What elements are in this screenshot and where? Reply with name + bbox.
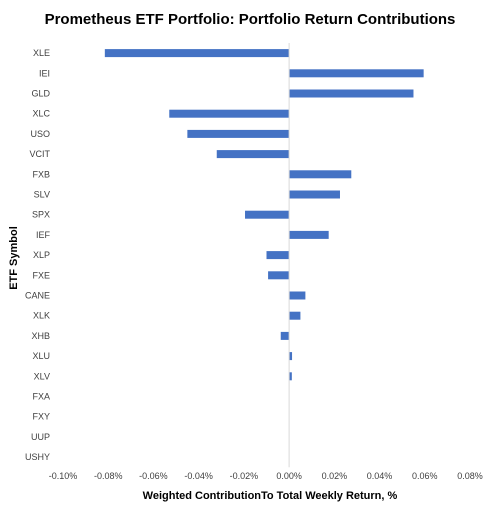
bar-uso [187,129,290,138]
y-tick-label: FXB [32,169,50,179]
chart-title: Prometheus ETF Portfolio: Portfolio Retu… [45,11,456,28]
x-tick-label: 0.08% [457,471,483,481]
x-tick-label: -0.08% [94,471,123,481]
y-tick-label: CANE [25,291,50,301]
x-tick-label: 0.00% [276,471,302,481]
y-tick-label: XLP [33,250,50,260]
y-tick-label: USO [30,129,50,139]
bar-cane [289,291,306,300]
y-tick-label: IEF [36,230,51,240]
y-tick-label: UUP [31,432,50,442]
x-tick-label: -0.02% [230,471,259,481]
y-tick-label: XLU [32,351,50,361]
y-tick-label: FXE [32,270,50,280]
bar-fxb [289,170,352,179]
bar-xlk [289,311,301,320]
x-tick-label: -0.04% [184,471,213,481]
bar-fxe [268,271,290,280]
bar-ief [289,230,329,239]
y-tick-label: FXY [32,412,50,422]
bar-xlv [289,372,292,381]
x-tick-label: 0.02% [322,471,348,481]
y-axis-ticks: XLE IEI GLD XLC USO VCIT FXB SLV SPX IEF XLP FXE CAN… [25,48,51,462]
y-tick-label: GLD [31,89,50,99]
y-tick-label: IEI [39,68,50,78]
y-tick-label: SLV [34,190,50,200]
x-tick-label: -0.10% [49,471,78,481]
y-tick-label: XLV [34,371,50,381]
y-tick-label: XHB [31,331,50,341]
bar-xlu [289,352,293,361]
bar-iei [289,69,424,78]
bar-xle [104,49,290,58]
y-tick-label: XLC [32,109,50,119]
bar-vcit [216,150,290,159]
y-tick-label: FXA [32,392,50,402]
x-axis-ticks: -0.10% -0.08% -0.06% -0.04% -0.02% 0.00% 0.02%… [49,471,483,481]
bar-xlp [266,251,290,260]
bar-spx [245,210,290,219]
bar-slv [289,190,340,199]
y-tick-label: USHY [25,452,50,462]
y-tick-label: XLE [33,48,50,58]
y-tick-label: SPX [32,210,50,220]
x-tick-label: 0.06% [412,471,438,481]
bar-gld [289,89,414,98]
bar-xhb [280,331,290,340]
y-tick-label: XLK [33,311,50,321]
x-axis-label: Weighted ContributionTo Total Weekly Ret… [143,490,398,502]
y-axis-label: ETF Symbol [8,226,20,290]
y-tick-label: VCIT [29,149,50,159]
x-tick-label: 0.04% [367,471,393,481]
bar-xlc [169,109,290,118]
x-tick-label: -0.06% [139,471,168,481]
bar-series [104,49,424,381]
